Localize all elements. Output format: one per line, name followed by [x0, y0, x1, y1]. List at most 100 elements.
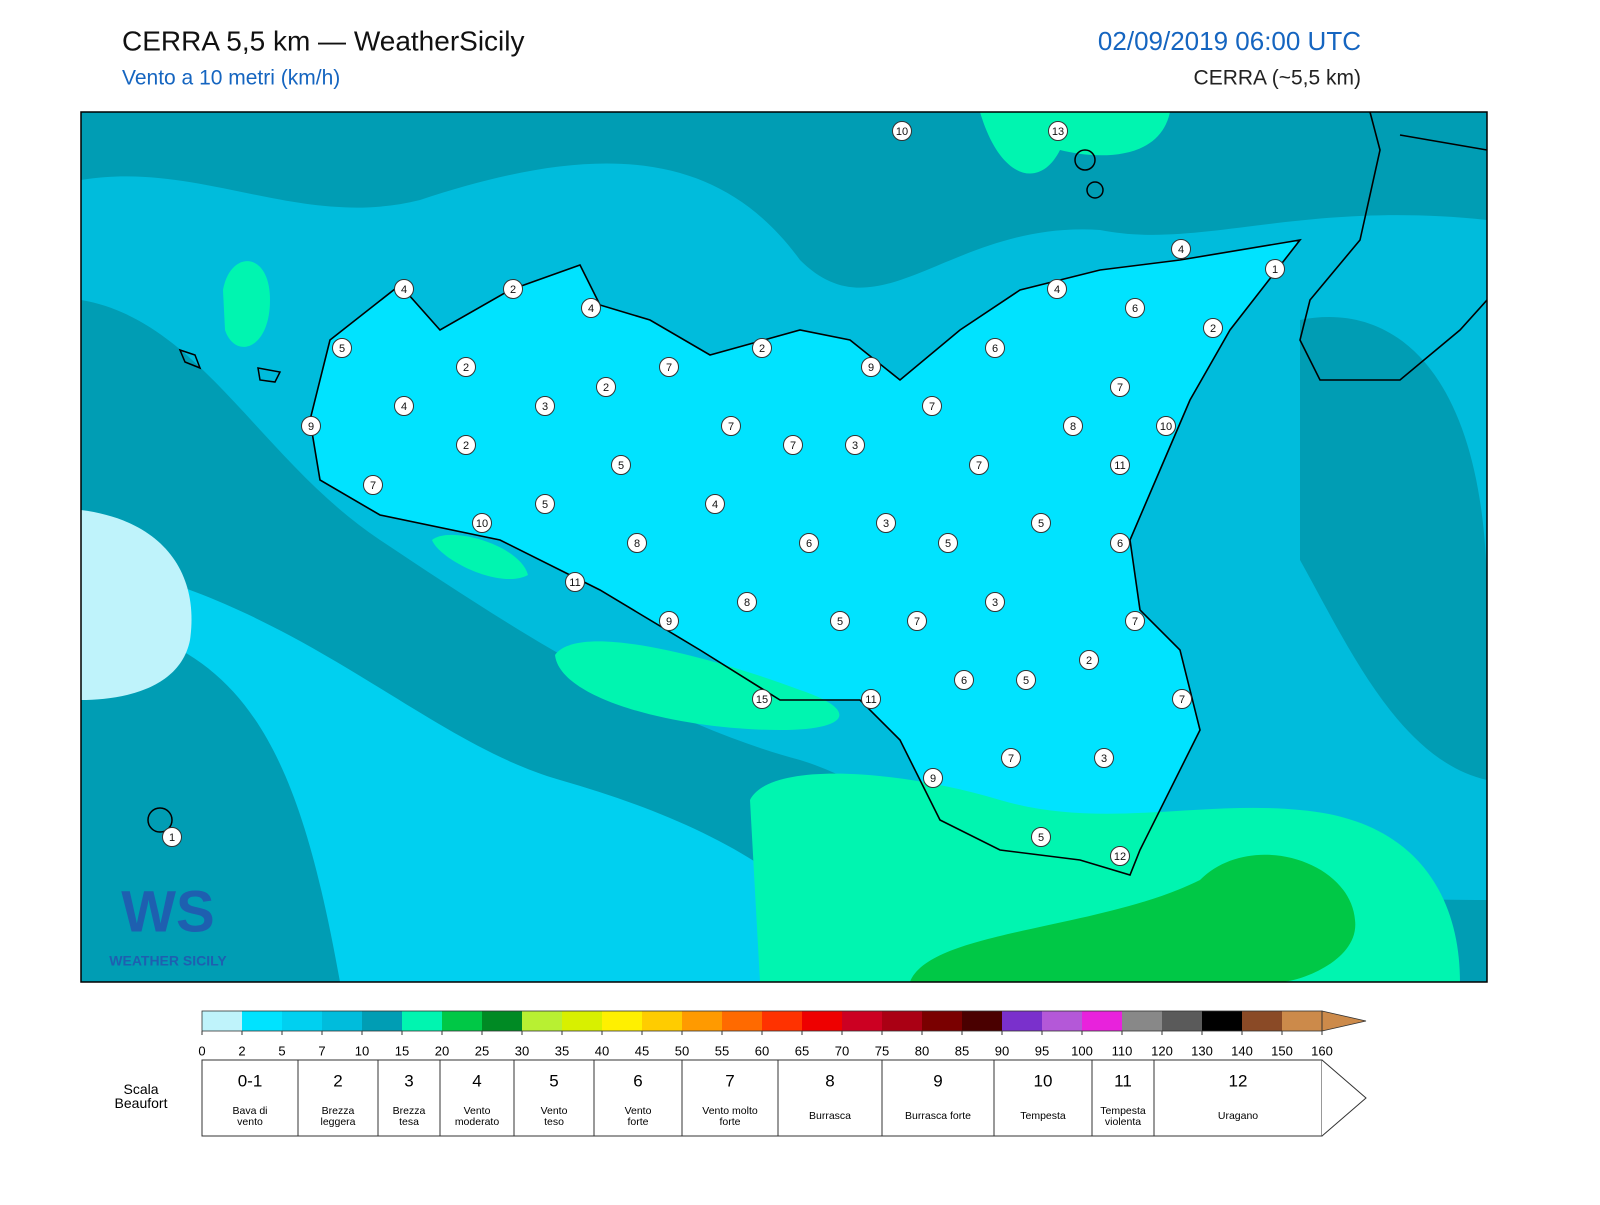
- wind-marker: [922, 396, 942, 416]
- wind-marker: [581, 298, 601, 318]
- wind-value: 5: [618, 460, 624, 472]
- wind-value: 7: [914, 616, 920, 628]
- beaufort-name: Vento forte: [625, 1105, 652, 1128]
- coastline: [1299, 112, 1487, 381]
- beaufort-name: Tempesta violenta: [1100, 1105, 1146, 1128]
- field-band: [555, 641, 840, 730]
- field-band: [310, 240, 1300, 875]
- beaufort-cell: [513, 1059, 595, 1137]
- colorbar-segment: [842, 1011, 882, 1031]
- wind-value: 5: [945, 538, 951, 550]
- colorbar-segment: [1082, 1011, 1122, 1031]
- colorbar-segment: [402, 1011, 442, 1031]
- wind-marker: [611, 455, 631, 475]
- colorbar-tick-label: 85: [955, 1043, 969, 1058]
- colorbar-segment: [642, 1011, 682, 1031]
- wind-marker: [394, 279, 414, 299]
- wind-value: 5: [1038, 832, 1044, 844]
- wind-marker: [845, 435, 865, 455]
- beaufort-name: Uragano: [1218, 1110, 1258, 1122]
- wind-marker: [954, 670, 974, 690]
- beaufort-cell: [297, 1059, 379, 1137]
- wind-value: 4: [401, 284, 407, 296]
- wind-marker: [1094, 748, 1114, 768]
- wind-marker: [1110, 377, 1130, 397]
- colorbar-tick-label: 30: [515, 1043, 529, 1058]
- island: [178, 348, 282, 383]
- colorbar-tick-label: 15: [395, 1043, 409, 1058]
- wind-value: 2: [463, 362, 469, 374]
- colorbar-segment: [802, 1011, 842, 1031]
- wind-value: 6: [992, 343, 998, 355]
- wind-value: 6: [1132, 303, 1138, 315]
- wind-marker: [363, 475, 383, 495]
- logo-mark: WS: [121, 879, 214, 944]
- beaufort-name: Burrasca: [809, 1110, 851, 1122]
- wind-marker: [394, 396, 414, 416]
- beaufort-name: Bava di vento: [232, 1105, 267, 1128]
- colorbar-segment: [1002, 1011, 1042, 1031]
- wind-value: 7: [1179, 694, 1185, 706]
- beaufort-force: 12: [1229, 1071, 1248, 1090]
- wind-marker: [1001, 748, 1021, 768]
- wind-value: 8: [1070, 421, 1076, 433]
- field-band: [432, 534, 528, 580]
- island: [1086, 181, 1104, 199]
- field-band: [910, 854, 1356, 982]
- beaufort-arrow: [1321, 1059, 1367, 1137]
- wind-value: 7: [790, 440, 796, 452]
- beaufort-scale: Scala Beaufort 0-1 Bava di vento 2 Brezza legg…: [115, 1059, 1367, 1137]
- colorbar-segment: [522, 1011, 562, 1031]
- wind-value: 6: [961, 675, 967, 687]
- colorbar-tick-label: 50: [675, 1043, 689, 1058]
- colorbar-segment: [322, 1011, 362, 1031]
- colorbar-tick-label: 55: [715, 1043, 729, 1058]
- wind-value: 7: [976, 460, 982, 472]
- colorbar-tick-label: 2: [238, 1043, 245, 1058]
- wind-value: 2: [1210, 323, 1216, 335]
- wind-value: 15: [756, 694, 768, 706]
- beaufort-name: Brezza tesa: [393, 1105, 426, 1128]
- wind-value: 8: [634, 538, 640, 550]
- wind-value: 9: [308, 421, 314, 433]
- colorbar-segment: [1282, 1011, 1322, 1031]
- colorbar-segment: [482, 1011, 522, 1031]
- colorbar-tick-label: 120: [1151, 1043, 1173, 1058]
- wind-marker: [1031, 827, 1051, 847]
- coastline: [1399, 134, 1487, 151]
- wind-value: 7: [929, 401, 935, 413]
- field-band: [81, 112, 1487, 288]
- field-band: [223, 261, 270, 347]
- wind-value: 10: [476, 518, 488, 530]
- wind-marker: [705, 494, 725, 514]
- wind-value: 11: [865, 694, 876, 706]
- wind-value: 7: [1117, 382, 1123, 394]
- field-band: [980, 112, 1170, 174]
- colorbar-segment: [1242, 1011, 1282, 1031]
- colorbar-tick-label: 160: [1311, 1043, 1333, 1058]
- colorbar-segment: [242, 1011, 282, 1031]
- beaufort-name: Vento teso: [541, 1105, 568, 1128]
- wind-value: 12: [1114, 851, 1126, 863]
- map-frame: [80, 111, 1488, 983]
- colorbar-segment: [722, 1011, 762, 1031]
- wind-marker: [830, 611, 850, 631]
- colorbar-segment: [602, 1011, 642, 1031]
- wind-marker: [456, 357, 476, 377]
- wind-marker: [301, 416, 321, 436]
- wind-marker: [783, 435, 803, 455]
- wind-value: 2: [510, 284, 516, 296]
- wind-value: 2: [603, 382, 609, 394]
- wind-value: 3: [852, 440, 858, 452]
- wind-value: 1: [1272, 264, 1278, 276]
- wind-marker: [1156, 416, 1176, 436]
- wind-value: 3: [992, 597, 998, 609]
- wind-marker: [659, 611, 679, 631]
- wind-value: 6: [806, 538, 812, 550]
- wind-value: 7: [370, 480, 376, 492]
- wind-value: 9: [666, 616, 672, 628]
- beaufort-cell: [777, 1059, 883, 1137]
- coastline: [309, 238, 1302, 876]
- wind-marker: [659, 357, 679, 377]
